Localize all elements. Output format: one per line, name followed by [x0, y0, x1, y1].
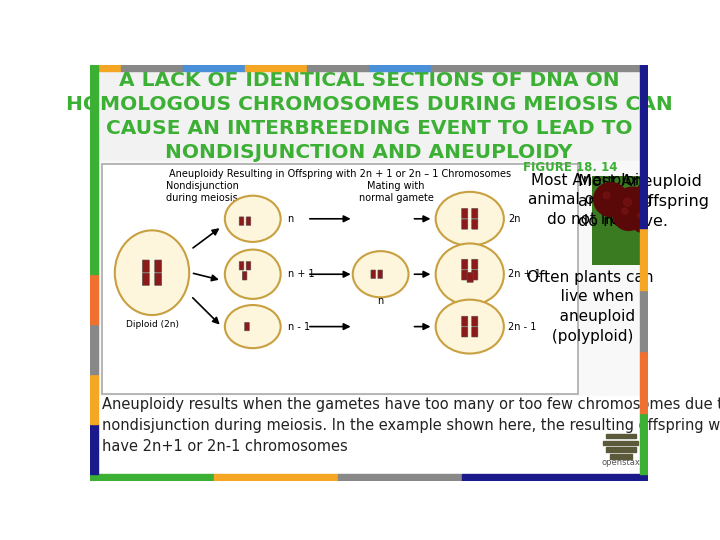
- Ellipse shape: [225, 305, 281, 348]
- Text: Most Aneuploid
animal offspring
do not live.: Most Aneuploid animal offspring do not l…: [528, 173, 652, 227]
- FancyBboxPatch shape: [143, 273, 149, 286]
- Ellipse shape: [436, 300, 504, 354]
- Bar: [640, 59, 648, 228]
- FancyBboxPatch shape: [143, 260, 149, 272]
- Bar: [102, 164, 578, 394]
- Bar: [121, 65, 183, 71]
- Ellipse shape: [225, 195, 281, 242]
- FancyBboxPatch shape: [462, 316, 468, 326]
- Text: n: n: [377, 296, 384, 306]
- Text: n + 1: n + 1: [287, 269, 314, 279]
- Bar: [90, 374, 98, 424]
- Bar: [183, 65, 245, 71]
- Bar: [214, 475, 276, 481]
- FancyBboxPatch shape: [462, 208, 468, 218]
- Bar: [90, 424, 98, 475]
- Bar: [276, 475, 338, 481]
- Text: openstax: openstax: [601, 458, 640, 467]
- Ellipse shape: [436, 192, 504, 246]
- FancyBboxPatch shape: [462, 259, 468, 269]
- Circle shape: [630, 205, 658, 233]
- Text: n - 1: n - 1: [287, 322, 310, 332]
- Circle shape: [635, 180, 669, 214]
- Bar: [90, 65, 121, 71]
- Circle shape: [612, 187, 652, 227]
- FancyBboxPatch shape: [239, 261, 244, 270]
- Bar: [606, 448, 636, 452]
- Bar: [338, 475, 400, 481]
- Bar: [307, 65, 369, 71]
- Text: 2n + 1: 2n + 1: [508, 269, 541, 279]
- FancyBboxPatch shape: [462, 219, 468, 229]
- Bar: [462, 475, 648, 481]
- Bar: [603, 441, 639, 445]
- Bar: [593, 177, 716, 265]
- Text: Aneuploidy results when the gametes have too many or too few chromosomes due to
: Aneuploidy results when the gametes have…: [102, 397, 720, 455]
- Circle shape: [594, 183, 628, 217]
- Bar: [98, 396, 640, 473]
- FancyBboxPatch shape: [472, 208, 478, 218]
- Text: 2n: 2n: [508, 214, 521, 224]
- Bar: [610, 455, 631, 459]
- Circle shape: [624, 198, 631, 206]
- Text: n: n: [287, 214, 294, 224]
- Circle shape: [638, 213, 644, 218]
- Bar: [98, 161, 640, 396]
- Bar: [640, 289, 648, 351]
- Text: A LACK OF IDENTICAL SECTIONS OF DNA ON
HOMOLOGOUS CHROMOSOMES DURING MEIOSIS CAN: A LACK OF IDENTICAL SECTIONS OF DNA ON H…: [66, 71, 672, 162]
- Text: Most Aneuploid
animal offspring
do not live.: Most Aneuploid animal offspring do not l…: [578, 174, 709, 229]
- Bar: [606, 434, 636, 438]
- FancyBboxPatch shape: [472, 270, 478, 280]
- Bar: [90, 475, 152, 481]
- Bar: [431, 65, 648, 71]
- Bar: [369, 65, 431, 71]
- Circle shape: [613, 200, 644, 231]
- Circle shape: [603, 192, 610, 199]
- Text: FIGURE 18. 14: FIGURE 18. 14: [523, 161, 618, 174]
- FancyBboxPatch shape: [472, 327, 478, 337]
- FancyBboxPatch shape: [155, 273, 162, 286]
- Ellipse shape: [225, 249, 281, 299]
- Text: Nondisjunction
during meiosis: Nondisjunction during meiosis: [166, 181, 239, 204]
- Ellipse shape: [353, 251, 408, 298]
- Circle shape: [621, 208, 628, 214]
- Ellipse shape: [114, 231, 189, 315]
- Text: Diploid (2n): Diploid (2n): [125, 320, 179, 329]
- Bar: [245, 65, 307, 71]
- FancyBboxPatch shape: [472, 219, 478, 229]
- Bar: [152, 475, 214, 481]
- FancyBboxPatch shape: [462, 270, 468, 280]
- FancyBboxPatch shape: [246, 217, 251, 225]
- Text: 2n - 1: 2n - 1: [508, 322, 537, 332]
- FancyBboxPatch shape: [245, 322, 249, 331]
- Bar: [98, 71, 640, 161]
- FancyBboxPatch shape: [239, 217, 244, 225]
- Bar: [90, 325, 98, 374]
- FancyBboxPatch shape: [467, 272, 473, 282]
- Bar: [400, 475, 462, 481]
- FancyBboxPatch shape: [472, 316, 478, 326]
- FancyBboxPatch shape: [155, 260, 162, 272]
- Bar: [640, 351, 648, 413]
- Bar: [90, 59, 98, 274]
- Bar: [640, 228, 648, 289]
- FancyBboxPatch shape: [462, 327, 468, 337]
- Circle shape: [644, 190, 651, 197]
- FancyBboxPatch shape: [371, 270, 376, 279]
- FancyBboxPatch shape: [243, 272, 247, 280]
- Ellipse shape: [436, 244, 504, 305]
- Bar: [640, 413, 648, 475]
- FancyBboxPatch shape: [378, 270, 382, 279]
- FancyBboxPatch shape: [246, 261, 251, 270]
- Text: Mating with
normal gamete: Mating with normal gamete: [359, 181, 433, 204]
- Bar: [90, 274, 98, 325]
- FancyBboxPatch shape: [472, 259, 478, 269]
- Text: Aneuploidy Resulting in Offspring with 2n + 1 or 2n – 1 Chromosomes: Aneuploidy Resulting in Offspring with 2…: [169, 168, 511, 179]
- Text: Often plants can
   live when
   aneuploid
 (polyploid): Often plants can live when aneuploid (po…: [526, 269, 653, 344]
